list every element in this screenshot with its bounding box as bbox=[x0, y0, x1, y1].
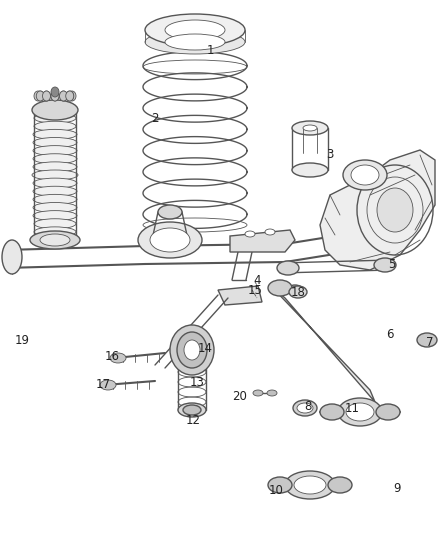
Ellipse shape bbox=[51, 91, 59, 101]
Ellipse shape bbox=[33, 130, 77, 139]
Ellipse shape bbox=[287, 285, 303, 295]
Ellipse shape bbox=[33, 186, 77, 196]
Ellipse shape bbox=[165, 34, 225, 50]
Ellipse shape bbox=[32, 170, 78, 180]
Ellipse shape bbox=[42, 91, 50, 101]
Ellipse shape bbox=[66, 91, 74, 101]
Ellipse shape bbox=[33, 162, 77, 172]
Ellipse shape bbox=[277, 261, 299, 275]
Ellipse shape bbox=[346, 403, 374, 421]
Text: 11: 11 bbox=[345, 401, 360, 415]
Ellipse shape bbox=[51, 91, 59, 101]
Ellipse shape bbox=[377, 188, 413, 232]
Polygon shape bbox=[270, 285, 375, 402]
Ellipse shape bbox=[35, 235, 75, 245]
Ellipse shape bbox=[145, 30, 245, 54]
Ellipse shape bbox=[42, 91, 50, 101]
Text: 13: 13 bbox=[190, 376, 205, 389]
Text: 9: 9 bbox=[393, 481, 401, 495]
Ellipse shape bbox=[417, 333, 437, 347]
Ellipse shape bbox=[51, 87, 59, 97]
Ellipse shape bbox=[60, 91, 67, 101]
Ellipse shape bbox=[297, 403, 313, 413]
Ellipse shape bbox=[328, 477, 352, 493]
Ellipse shape bbox=[2, 240, 22, 274]
Ellipse shape bbox=[33, 211, 77, 221]
Ellipse shape bbox=[138, 222, 202, 258]
Ellipse shape bbox=[183, 405, 201, 415]
Ellipse shape bbox=[178, 403, 206, 417]
Ellipse shape bbox=[268, 280, 292, 296]
Ellipse shape bbox=[338, 398, 382, 426]
Text: 18: 18 bbox=[290, 286, 305, 298]
Text: 3: 3 bbox=[326, 149, 334, 161]
Ellipse shape bbox=[268, 477, 292, 493]
Ellipse shape bbox=[100, 380, 116, 390]
Text: 14: 14 bbox=[198, 342, 212, 354]
Polygon shape bbox=[218, 286, 262, 305]
Text: 15: 15 bbox=[247, 284, 262, 296]
Ellipse shape bbox=[150, 228, 190, 252]
Ellipse shape bbox=[158, 205, 182, 219]
Ellipse shape bbox=[34, 91, 42, 101]
Ellipse shape bbox=[34, 121, 76, 131]
Ellipse shape bbox=[36, 91, 44, 101]
Ellipse shape bbox=[35, 105, 75, 115]
Ellipse shape bbox=[40, 234, 70, 246]
Ellipse shape bbox=[110, 353, 126, 363]
Text: 10: 10 bbox=[268, 483, 283, 497]
Polygon shape bbox=[230, 230, 295, 252]
Ellipse shape bbox=[184, 340, 200, 360]
Text: 1: 1 bbox=[206, 44, 214, 56]
Ellipse shape bbox=[34, 227, 76, 237]
Ellipse shape bbox=[292, 163, 328, 177]
Ellipse shape bbox=[68, 91, 76, 101]
Ellipse shape bbox=[294, 476, 326, 494]
Text: 20: 20 bbox=[233, 390, 247, 402]
Text: 19: 19 bbox=[14, 334, 29, 346]
Ellipse shape bbox=[293, 400, 317, 416]
Text: 12: 12 bbox=[186, 414, 201, 426]
Ellipse shape bbox=[33, 154, 77, 164]
Ellipse shape bbox=[267, 390, 277, 396]
Text: 7: 7 bbox=[426, 335, 434, 349]
Ellipse shape bbox=[33, 138, 77, 148]
Ellipse shape bbox=[289, 286, 307, 298]
Ellipse shape bbox=[36, 91, 44, 101]
Ellipse shape bbox=[66, 91, 74, 101]
Ellipse shape bbox=[303, 125, 317, 131]
Ellipse shape bbox=[33, 195, 77, 204]
Ellipse shape bbox=[33, 203, 77, 213]
Ellipse shape bbox=[34, 219, 76, 229]
Text: 2: 2 bbox=[151, 111, 159, 125]
Ellipse shape bbox=[32, 100, 78, 120]
Ellipse shape bbox=[145, 14, 245, 46]
Ellipse shape bbox=[60, 91, 67, 101]
Ellipse shape bbox=[351, 165, 379, 185]
Ellipse shape bbox=[292, 121, 328, 135]
Ellipse shape bbox=[285, 471, 335, 499]
Ellipse shape bbox=[33, 146, 77, 156]
Text: 5: 5 bbox=[389, 259, 396, 271]
Text: 6: 6 bbox=[386, 328, 394, 342]
Ellipse shape bbox=[265, 229, 275, 235]
Ellipse shape bbox=[245, 231, 255, 237]
Ellipse shape bbox=[177, 332, 207, 368]
Ellipse shape bbox=[33, 178, 77, 188]
Text: 4: 4 bbox=[253, 273, 261, 287]
Text: 16: 16 bbox=[105, 350, 120, 362]
Ellipse shape bbox=[320, 404, 344, 420]
Ellipse shape bbox=[165, 20, 225, 40]
Ellipse shape bbox=[374, 258, 396, 272]
Ellipse shape bbox=[34, 113, 76, 123]
Ellipse shape bbox=[253, 390, 263, 396]
Ellipse shape bbox=[343, 160, 387, 190]
Text: 17: 17 bbox=[95, 377, 110, 391]
Ellipse shape bbox=[170, 325, 214, 375]
Text: 8: 8 bbox=[304, 400, 312, 414]
Ellipse shape bbox=[30, 231, 80, 249]
Polygon shape bbox=[320, 150, 435, 270]
Ellipse shape bbox=[376, 404, 400, 420]
